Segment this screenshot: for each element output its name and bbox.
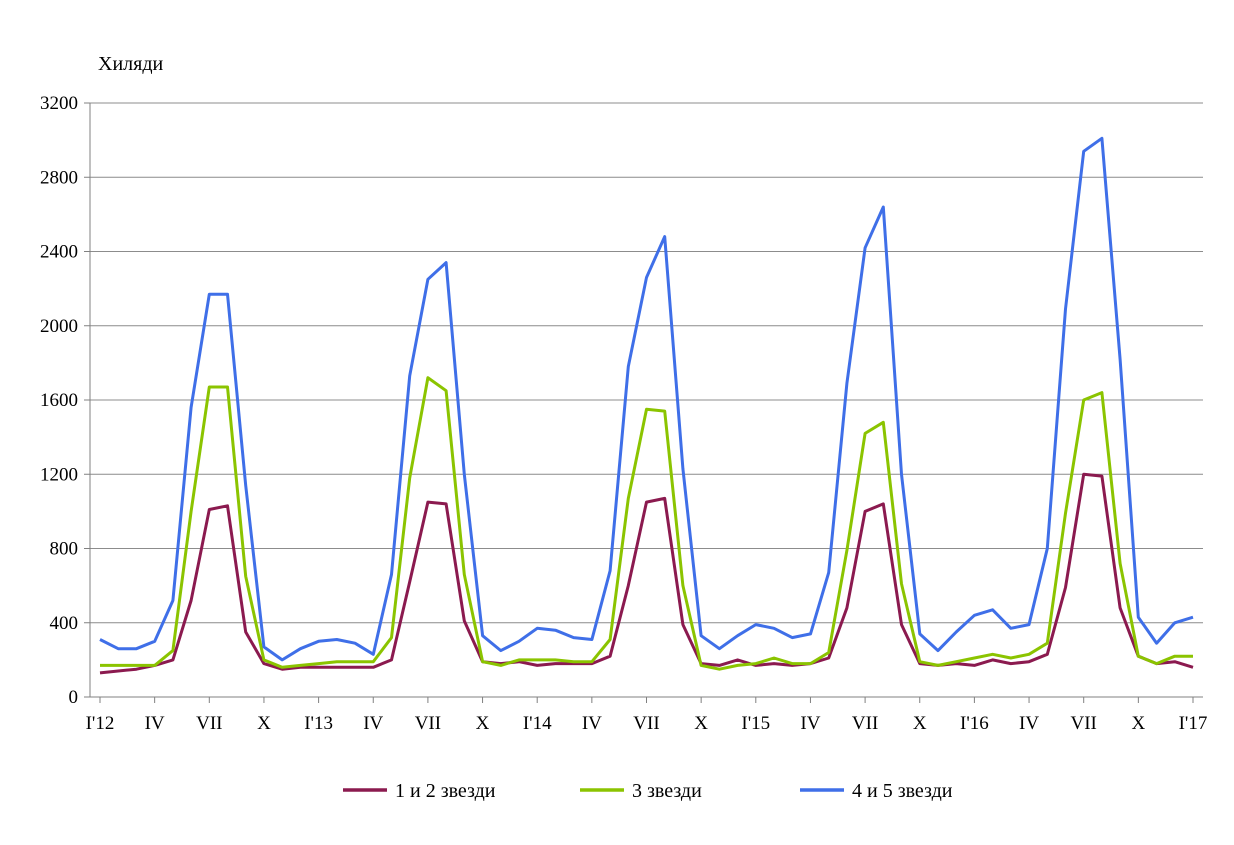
x-tick-label: I'16 <box>960 713 989 734</box>
y-tick-label: 2000 <box>40 316 78 337</box>
y-tick-label: 1600 <box>40 390 78 411</box>
series-line-2 <box>100 376 1193 671</box>
axes <box>84 102 1203 703</box>
x-tick-label: X <box>913 713 927 734</box>
legend-label: 4 и 5 звезди <box>852 780 953 802</box>
x-tick-label: X <box>694 713 708 734</box>
y-tick-label: 3200 <box>40 93 78 114</box>
x-tick-label: VII <box>1071 713 1097 734</box>
y-tick-label: 0 <box>69 687 79 708</box>
legend: 1 и 2 звезди 3 звезди 4 и 5 звезди <box>343 780 953 802</box>
x-tick-label: I'12 <box>86 713 115 734</box>
x-tick-label: IV <box>1019 713 1039 734</box>
x-tick-label: X <box>476 713 490 734</box>
y-tick-label: 1200 <box>40 464 78 485</box>
x-tick-label: VII <box>633 713 659 734</box>
x-tick-label: I'13 <box>304 713 333 734</box>
y-tick-label: 400 <box>50 613 79 634</box>
y-tick-label: 2400 <box>40 242 78 263</box>
y-tick-labels: 0 400 800 1200 1600 2000 2400 2800 3200 <box>40 93 78 708</box>
y-axis-label: Хиляди <box>98 53 164 75</box>
legend-label: 3 звезди <box>632 780 702 802</box>
x-tick-label: I'15 <box>741 713 770 734</box>
x-tick-label: VII <box>852 713 878 734</box>
series-lines <box>99 136 1194 675</box>
x-tick-label: IV <box>145 713 165 734</box>
x-tick-label: VII <box>415 713 441 734</box>
x-tick-label: IV <box>582 713 602 734</box>
x-tick-label: X <box>1131 713 1145 734</box>
x-tick-label: VII <box>196 713 222 734</box>
legend-label: 1 и 2 звезди <box>395 780 496 802</box>
x-tick-labels: I'12 IV VII X I'13 IV VII X I'14 IV VII X I'15 IV VII X… <box>86 713 1208 734</box>
x-tick-label: X <box>257 713 271 734</box>
series-line-3 <box>99 136 1194 662</box>
y-tick-label: 800 <box>50 539 79 560</box>
x-tick-label: I'17 <box>1179 713 1208 734</box>
gridlines <box>90 102 1203 624</box>
x-tick-label: I'14 <box>523 713 552 734</box>
x-tick-label: IV <box>363 713 383 734</box>
y-tick-label: 2800 <box>40 167 78 188</box>
x-tick-label: IV <box>800 713 820 734</box>
series-line-1 <box>99 472 1194 675</box>
